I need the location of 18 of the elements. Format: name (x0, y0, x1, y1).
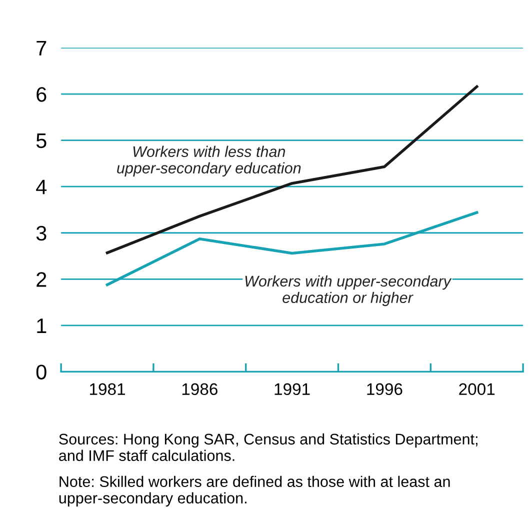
series-label: Workers with upper-secondary education or higher (245, 275, 452, 306)
y-tick-label: 1 (37, 318, 46, 333)
line-series (106, 85, 478, 254)
x-tick-label: 1996 (367, 383, 402, 396)
y-tick-label: 4 (36, 180, 47, 194)
y-tick-label: 7 (36, 41, 46, 56)
y-tick-label: 2 (36, 272, 46, 287)
text: Note: Skilled workers are defined as those with at least an upper-secondary education. (59, 476, 450, 507)
y-tick-label: 3 (36, 226, 46, 241)
y-tick-label: 6 (36, 87, 46, 102)
y-tick-label: 0 (36, 364, 46, 380)
y-tick-label: 5 (36, 134, 46, 148)
series-label: Workers with less than upper-secondary education (117, 146, 301, 177)
source-note: Sources: Hong Kong SAR, Census and Statistics Department; and IMF staff calculations. (59, 433, 478, 462)
x-tick-label: 2001 (459, 383, 495, 396)
x-tick-label: 1986 (182, 383, 218, 396)
x-tick-label: 1981 (90, 383, 125, 396)
x-tick-label: 1991 (274, 383, 310, 396)
